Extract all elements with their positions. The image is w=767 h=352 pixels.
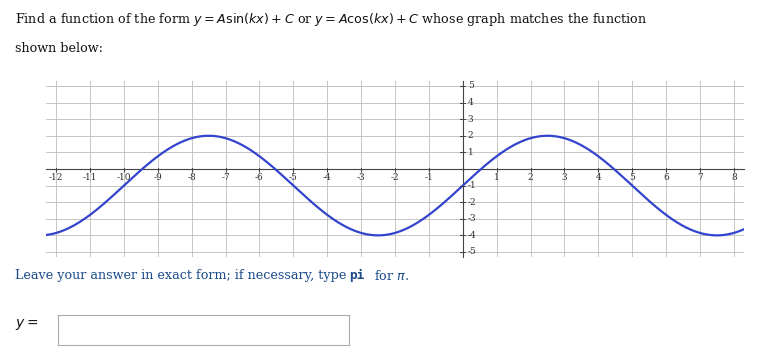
Text: pi: pi [349, 269, 364, 282]
Text: 5: 5 [468, 81, 474, 90]
Text: 3: 3 [468, 115, 473, 124]
Text: 6: 6 [663, 173, 669, 182]
Text: 3: 3 [561, 173, 568, 182]
Text: for $\pi$.: for $\pi$. [370, 269, 410, 283]
Text: $y =$: $y =$ [15, 317, 38, 332]
Text: -7: -7 [221, 173, 230, 182]
Text: Find a function of the form $y = A\sin(kx) + C$ or $y = A\cos(kx) + C$ whose gra: Find a function of the form $y = A\sin(k… [15, 11, 647, 27]
Text: -1: -1 [468, 181, 476, 190]
Text: 1: 1 [468, 148, 473, 157]
Text: 4: 4 [595, 173, 601, 182]
Text: -3: -3 [357, 173, 365, 182]
Text: -8: -8 [187, 173, 196, 182]
Text: -2: -2 [468, 198, 476, 207]
Text: shown below:: shown below: [15, 42, 104, 55]
Text: -10: -10 [117, 173, 131, 182]
Text: -1: -1 [424, 173, 433, 182]
Text: -4: -4 [468, 231, 476, 240]
Text: -3: -3 [468, 214, 476, 223]
Text: -5: -5 [468, 247, 477, 257]
Text: 7: 7 [697, 173, 703, 182]
Text: -12: -12 [49, 173, 64, 182]
Text: Leave your answer in exact form; if necessary, type: Leave your answer in exact form; if nece… [15, 269, 351, 282]
Text: 2: 2 [528, 173, 533, 182]
Text: 1: 1 [494, 173, 499, 182]
Text: -2: -2 [390, 173, 400, 182]
Text: -11: -11 [83, 173, 97, 182]
Text: 4: 4 [468, 98, 473, 107]
Text: -4: -4 [323, 173, 331, 182]
Text: -9: -9 [153, 173, 162, 182]
Text: 8: 8 [731, 173, 736, 182]
Text: 2: 2 [468, 131, 473, 140]
Text: 5: 5 [629, 173, 635, 182]
Text: -5: -5 [289, 173, 298, 182]
Text: -6: -6 [255, 173, 264, 182]
